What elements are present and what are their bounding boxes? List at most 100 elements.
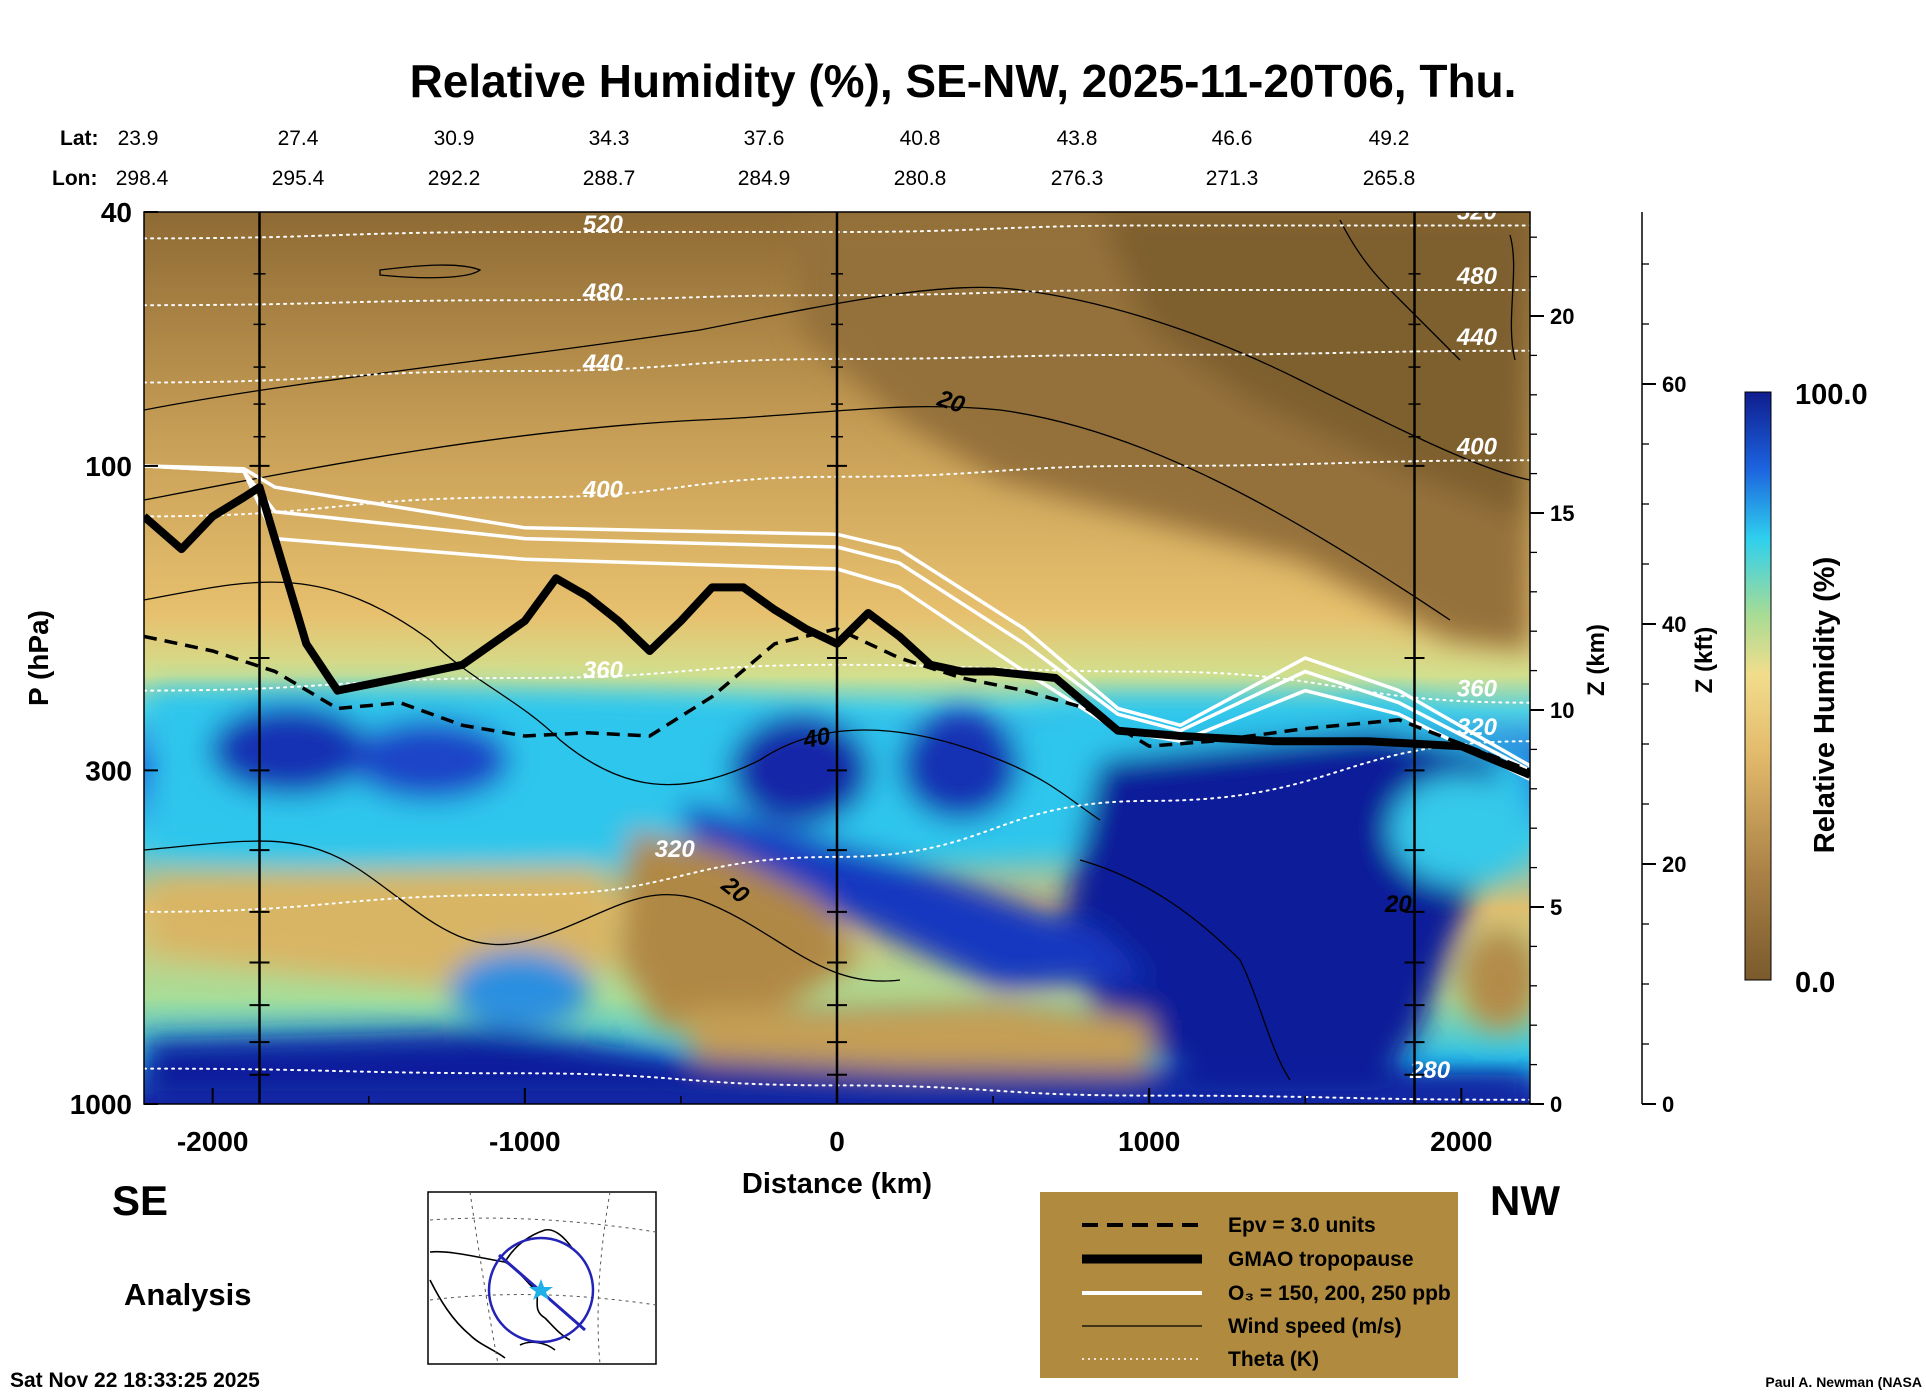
y-axis: 40 100 300 1000 bbox=[70, 197, 158, 1120]
lat-tick: 46.6 bbox=[1212, 127, 1253, 150]
rh-dry-right-low bbox=[1460, 930, 1530, 1030]
lat-tick: 49.2 bbox=[1369, 127, 1410, 150]
rh-dry-surface bbox=[680, 1000, 1150, 1085]
inset-map-frame bbox=[427, 1191, 657, 1365]
wind-contour bbox=[144, 286, 1530, 481]
rh-wet-region bbox=[1060, 730, 1500, 1090]
rh-low-moist bbox=[450, 950, 590, 1030]
lon-tick: 292.2 bbox=[428, 167, 481, 190]
theta-contour bbox=[144, 740, 1530, 913]
map-coastline bbox=[429, 1279, 506, 1359]
theta-label: 400 bbox=[582, 476, 624, 503]
theta-label: 520 bbox=[583, 211, 624, 238]
z-km-tick-label: 20 bbox=[1550, 304, 1574, 329]
lon-tick: 284.9 bbox=[738, 167, 791, 190]
rh-dry-tongue bbox=[620, 830, 860, 1030]
x-tick-label: -2000 bbox=[177, 1126, 249, 1157]
rh-wet-patch bbox=[900, 710, 1020, 820]
z-kft-tick-label: 0 bbox=[1662, 1092, 1674, 1117]
wind-contour bbox=[1339, 219, 1461, 361]
theta-label: 520 bbox=[1457, 199, 1498, 226]
lat-tick: 40.8 bbox=[900, 127, 941, 150]
z-km-tick-label: 15 bbox=[1550, 501, 1574, 526]
wind-contour bbox=[1509, 234, 1516, 361]
theta-label: 320 bbox=[655, 836, 696, 863]
lat-tick: 43.8 bbox=[1057, 127, 1098, 150]
timestamp: Sat Nov 22 18:33:25 2025 bbox=[10, 1369, 260, 1392]
legend-label-wind: Wind speed (m/s) bbox=[1228, 1315, 1402, 1338]
lon-row: Lon: 298.4 295.4 292.2 288.7 284.9 280.8… bbox=[52, 167, 1415, 190]
z-kft-tick-label: 60 bbox=[1662, 372, 1686, 397]
theta-label: 480 bbox=[582, 279, 624, 306]
colorbar: 100.0 0.0 Relative Humidity (%) bbox=[1744, 379, 1868, 999]
analysis-label: Analysis bbox=[124, 1277, 252, 1312]
x-tick-label: -1000 bbox=[489, 1126, 561, 1157]
lon-tick: 276.3 bbox=[1051, 167, 1104, 190]
theta-label: 440 bbox=[582, 350, 624, 377]
colorbar-max-label: 100.0 bbox=[1795, 379, 1868, 411]
section-range-circle bbox=[487, 1236, 595, 1344]
x-axis-label: Distance (km) bbox=[742, 1168, 932, 1200]
z-km-tick-label: 5 bbox=[1550, 895, 1562, 920]
rh-wet-patch bbox=[730, 715, 870, 825]
rh-wet-patch bbox=[350, 720, 510, 800]
legend-label-ozone: O₃ = 150, 200, 250 ppb bbox=[1228, 1282, 1451, 1305]
vertical-markers bbox=[249, 212, 1425, 1104]
colorbar-title: Relative Humidity (%) bbox=[1809, 557, 1841, 854]
wind-label: 20 bbox=[1384, 891, 1412, 918]
x-tick-label: 2000 bbox=[1430, 1126, 1492, 1157]
lat-tick: 37.6 bbox=[744, 127, 785, 150]
z-km-axis: 0 5 10 15 20 bbox=[1530, 236, 1574, 1117]
lon-tick: 288.7 bbox=[583, 167, 636, 190]
wind-contour bbox=[144, 406, 1451, 621]
theta-label: 280 bbox=[1409, 1057, 1451, 1084]
lon-label: Lon: bbox=[52, 167, 97, 190]
map-graticule bbox=[597, 1191, 611, 1365]
wind-label: 40 bbox=[800, 723, 833, 755]
lat-row: Lat: 23.9 27.4 30.9 34.3 37.6 40.8 43.8 … bbox=[60, 127, 1409, 150]
lat-tick: 30.9 bbox=[434, 127, 475, 150]
z-kft-axis: 0 20 40 60 bbox=[1641, 212, 1686, 1117]
lon-tick: 271.3 bbox=[1206, 167, 1259, 190]
y-axis-label: P (hPa) bbox=[23, 610, 54, 706]
legend-label-tropopause: GMAO tropopause bbox=[1228, 1248, 1414, 1271]
map-graticule bbox=[429, 1294, 657, 1306]
wind-contour bbox=[1079, 859, 1291, 1081]
theta-label: 360 bbox=[583, 657, 624, 684]
inset-map bbox=[427, 1191, 657, 1365]
wind-contours bbox=[144, 219, 1530, 1081]
y-tick-label: 100 bbox=[85, 451, 132, 482]
colorbar-min-label: 0.0 bbox=[1795, 967, 1835, 999]
lat-label: Lat: bbox=[60, 127, 99, 150]
legend: Epv = 3.0 units GMAO tropopause O₃ = 150… bbox=[1040, 1192, 1458, 1378]
ozone-contour bbox=[144, 464, 1530, 772]
theta-label: 360 bbox=[1457, 676, 1498, 703]
credit: Paul A. Newman (NASA bbox=[1765, 1374, 1922, 1390]
z-kft-tick-label: 20 bbox=[1662, 852, 1686, 877]
theta-label: 400 bbox=[1456, 433, 1498, 460]
theta-label: 480 bbox=[1456, 263, 1498, 290]
ozone-contour bbox=[144, 464, 1530, 768]
z-kft-tick-label: 40 bbox=[1662, 612, 1686, 637]
rh-low-moist bbox=[1390, 775, 1530, 885]
x-axis: -2000 -1000 0 1000 2000 bbox=[177, 1088, 1492, 1157]
chart-title: Relative Humidity (%), SE-NW, 2025-11-20… bbox=[410, 55, 1517, 107]
epv-contour bbox=[144, 626, 1530, 773]
z-km-tick-label: 10 bbox=[1550, 698, 1574, 723]
lat-tick: 34.3 bbox=[589, 127, 630, 150]
x-tick-label: 1000 bbox=[1118, 1126, 1180, 1157]
wind-contour bbox=[379, 264, 482, 279]
z-km-label: Z (km) bbox=[1583, 624, 1610, 696]
map-coastline bbox=[504, 1228, 573, 1263]
left-direction: SE bbox=[112, 1177, 168, 1224]
lon-tick: 298.4 bbox=[116, 167, 169, 190]
lon-tick: 265.8 bbox=[1363, 167, 1416, 190]
legend-label-theta: Theta (K) bbox=[1228, 1348, 1319, 1371]
section-center-star-icon bbox=[529, 1279, 553, 1300]
z-kft-label: Z (kft) bbox=[1691, 627, 1718, 694]
y-tick-label: 1000 bbox=[70, 1089, 132, 1120]
right-direction: NW bbox=[1490, 1177, 1560, 1224]
wind-contour bbox=[144, 840, 901, 982]
y-tick-label: 300 bbox=[85, 755, 132, 786]
